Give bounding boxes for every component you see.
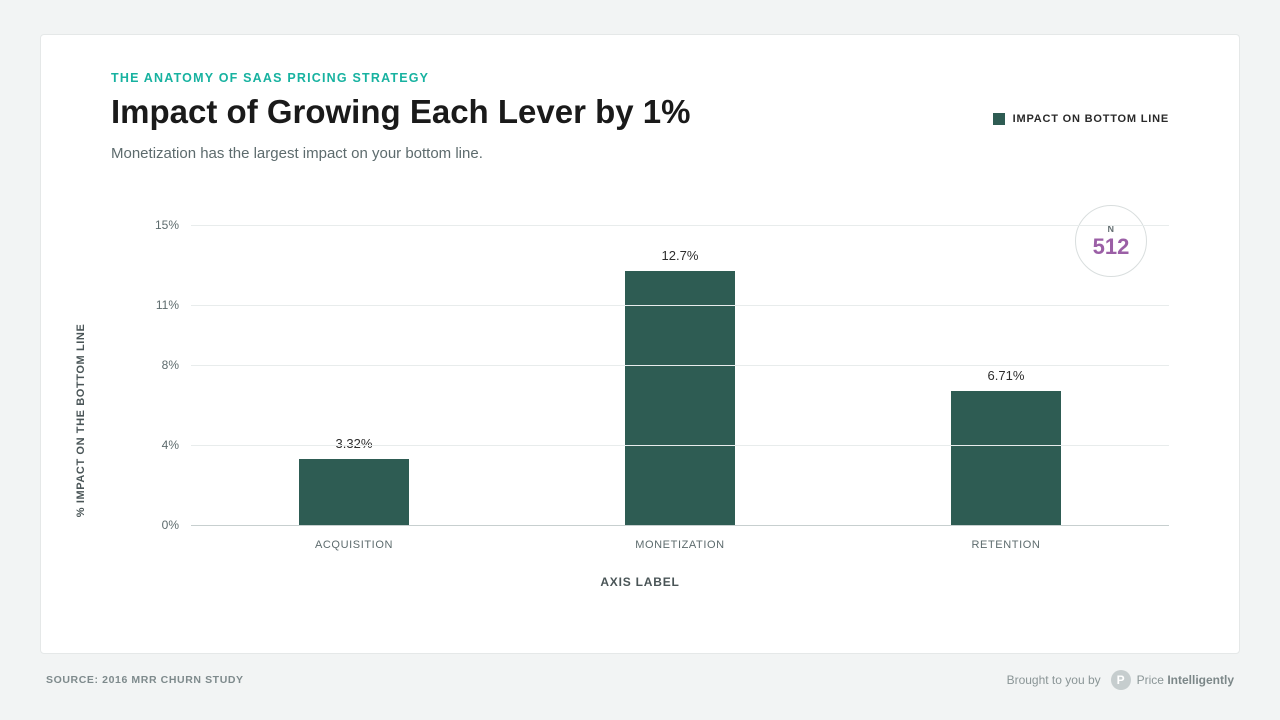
y-tick-label: 11% bbox=[156, 298, 191, 312]
x-category-label: ACQUISITION bbox=[191, 525, 517, 551]
chart-area: % IMPACT ON THE BOTTOM LINE 3.32%ACQUISI… bbox=[111, 225, 1169, 623]
x-axis-title: AXIS LABEL bbox=[600, 575, 679, 589]
credit-prefix: Brought to you by bbox=[1007, 673, 1101, 687]
brand-name: Price Intelligently bbox=[1137, 673, 1234, 687]
header-row: THE ANATOMY OF SAAS PRICING STRATEGY Imp… bbox=[111, 71, 1169, 172]
footer: SOURCE: 2016 MRR CHURN STUDY Brought to … bbox=[40, 670, 1240, 690]
bar-value-label: 6.71% bbox=[988, 368, 1025, 383]
brand-logo-icon: P bbox=[1111, 670, 1131, 690]
bar bbox=[625, 271, 735, 525]
legend-label: IMPACT ON BOTTOM LINE bbox=[1013, 113, 1169, 125]
gridline bbox=[191, 445, 1169, 446]
y-tick-label: 15% bbox=[155, 218, 191, 232]
bar-value-label: 3.32% bbox=[336, 436, 373, 451]
legend: IMPACT ON BOTTOM LINE bbox=[993, 71, 1169, 125]
y-tick-label: 4% bbox=[162, 438, 191, 452]
gridline bbox=[191, 305, 1169, 306]
y-axis-title: % IMPACT ON THE BOTTOM LINE bbox=[75, 324, 87, 518]
x-category-label: RETENTION bbox=[843, 525, 1169, 551]
x-category-label: MONETIZATION bbox=[517, 525, 843, 551]
credit: Brought to you by P Price Intelligently bbox=[1007, 670, 1234, 690]
bar bbox=[951, 391, 1061, 525]
legend-swatch bbox=[993, 113, 1005, 125]
eyebrow: THE ANATOMY OF SAAS PRICING STRATEGY bbox=[111, 71, 690, 85]
y-tick-label: 8% bbox=[162, 358, 191, 372]
plot-area: 3.32%ACQUISITION12.7%MONETIZATION6.71%RE… bbox=[191, 225, 1169, 525]
source-text: SOURCE: 2016 MRR CHURN STUDY bbox=[46, 674, 244, 686]
chart-card: THE ANATOMY OF SAAS PRICING STRATEGY Imp… bbox=[40, 34, 1240, 654]
brand-name-bold: Intelligently bbox=[1167, 673, 1234, 687]
brand-name-light: Price bbox=[1137, 673, 1164, 687]
baseline bbox=[191, 525, 1169, 526]
chart-subtitle: Monetization has the largest impact on y… bbox=[111, 145, 690, 162]
bar bbox=[299, 459, 409, 525]
bar-group: 12.7%MONETIZATION bbox=[517, 225, 843, 525]
bar-group: 6.71%RETENTION bbox=[843, 225, 1169, 525]
gridline bbox=[191, 365, 1169, 366]
chart-title: Impact of Growing Each Lever by 1% bbox=[111, 93, 690, 131]
gridline bbox=[191, 225, 1169, 226]
brand: P Price Intelligently bbox=[1111, 670, 1234, 690]
bars-layer: 3.32%ACQUISITION12.7%MONETIZATION6.71%RE… bbox=[191, 225, 1169, 525]
bar-value-label: 12.7% bbox=[662, 248, 699, 263]
bar-group: 3.32%ACQUISITION bbox=[191, 225, 517, 525]
header-text: THE ANATOMY OF SAAS PRICING STRATEGY Imp… bbox=[111, 71, 690, 172]
y-tick-label: 0% bbox=[162, 518, 191, 532]
